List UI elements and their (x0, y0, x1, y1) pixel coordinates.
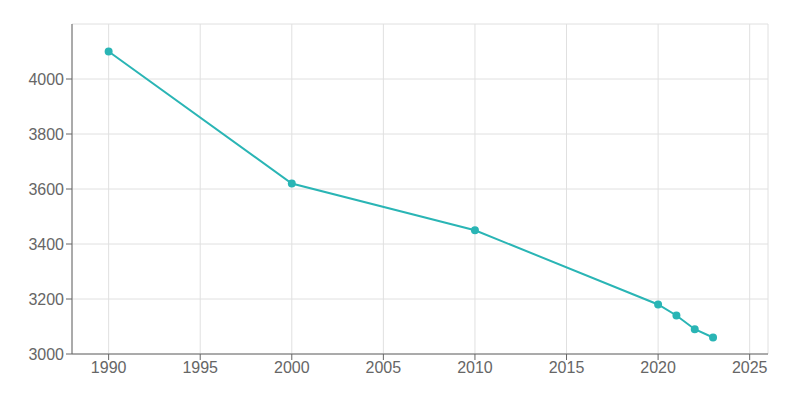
svg-text:2010: 2010 (457, 359, 493, 376)
svg-text:2025: 2025 (732, 359, 768, 376)
svg-text:2020: 2020 (640, 359, 676, 376)
svg-text:2015: 2015 (549, 359, 585, 376)
svg-text:2000: 2000 (274, 359, 310, 376)
svg-text:1990: 1990 (91, 359, 127, 376)
svg-text:3400: 3400 (28, 236, 64, 253)
svg-text:3600: 3600 (28, 181, 64, 198)
svg-text:4000: 4000 (28, 71, 64, 88)
svg-text:1995: 1995 (182, 359, 218, 376)
svg-text:2005: 2005 (366, 359, 402, 376)
svg-text:3800: 3800 (28, 126, 64, 143)
svg-text:3000: 3000 (28, 346, 64, 363)
svg-text:3200: 3200 (28, 291, 64, 308)
